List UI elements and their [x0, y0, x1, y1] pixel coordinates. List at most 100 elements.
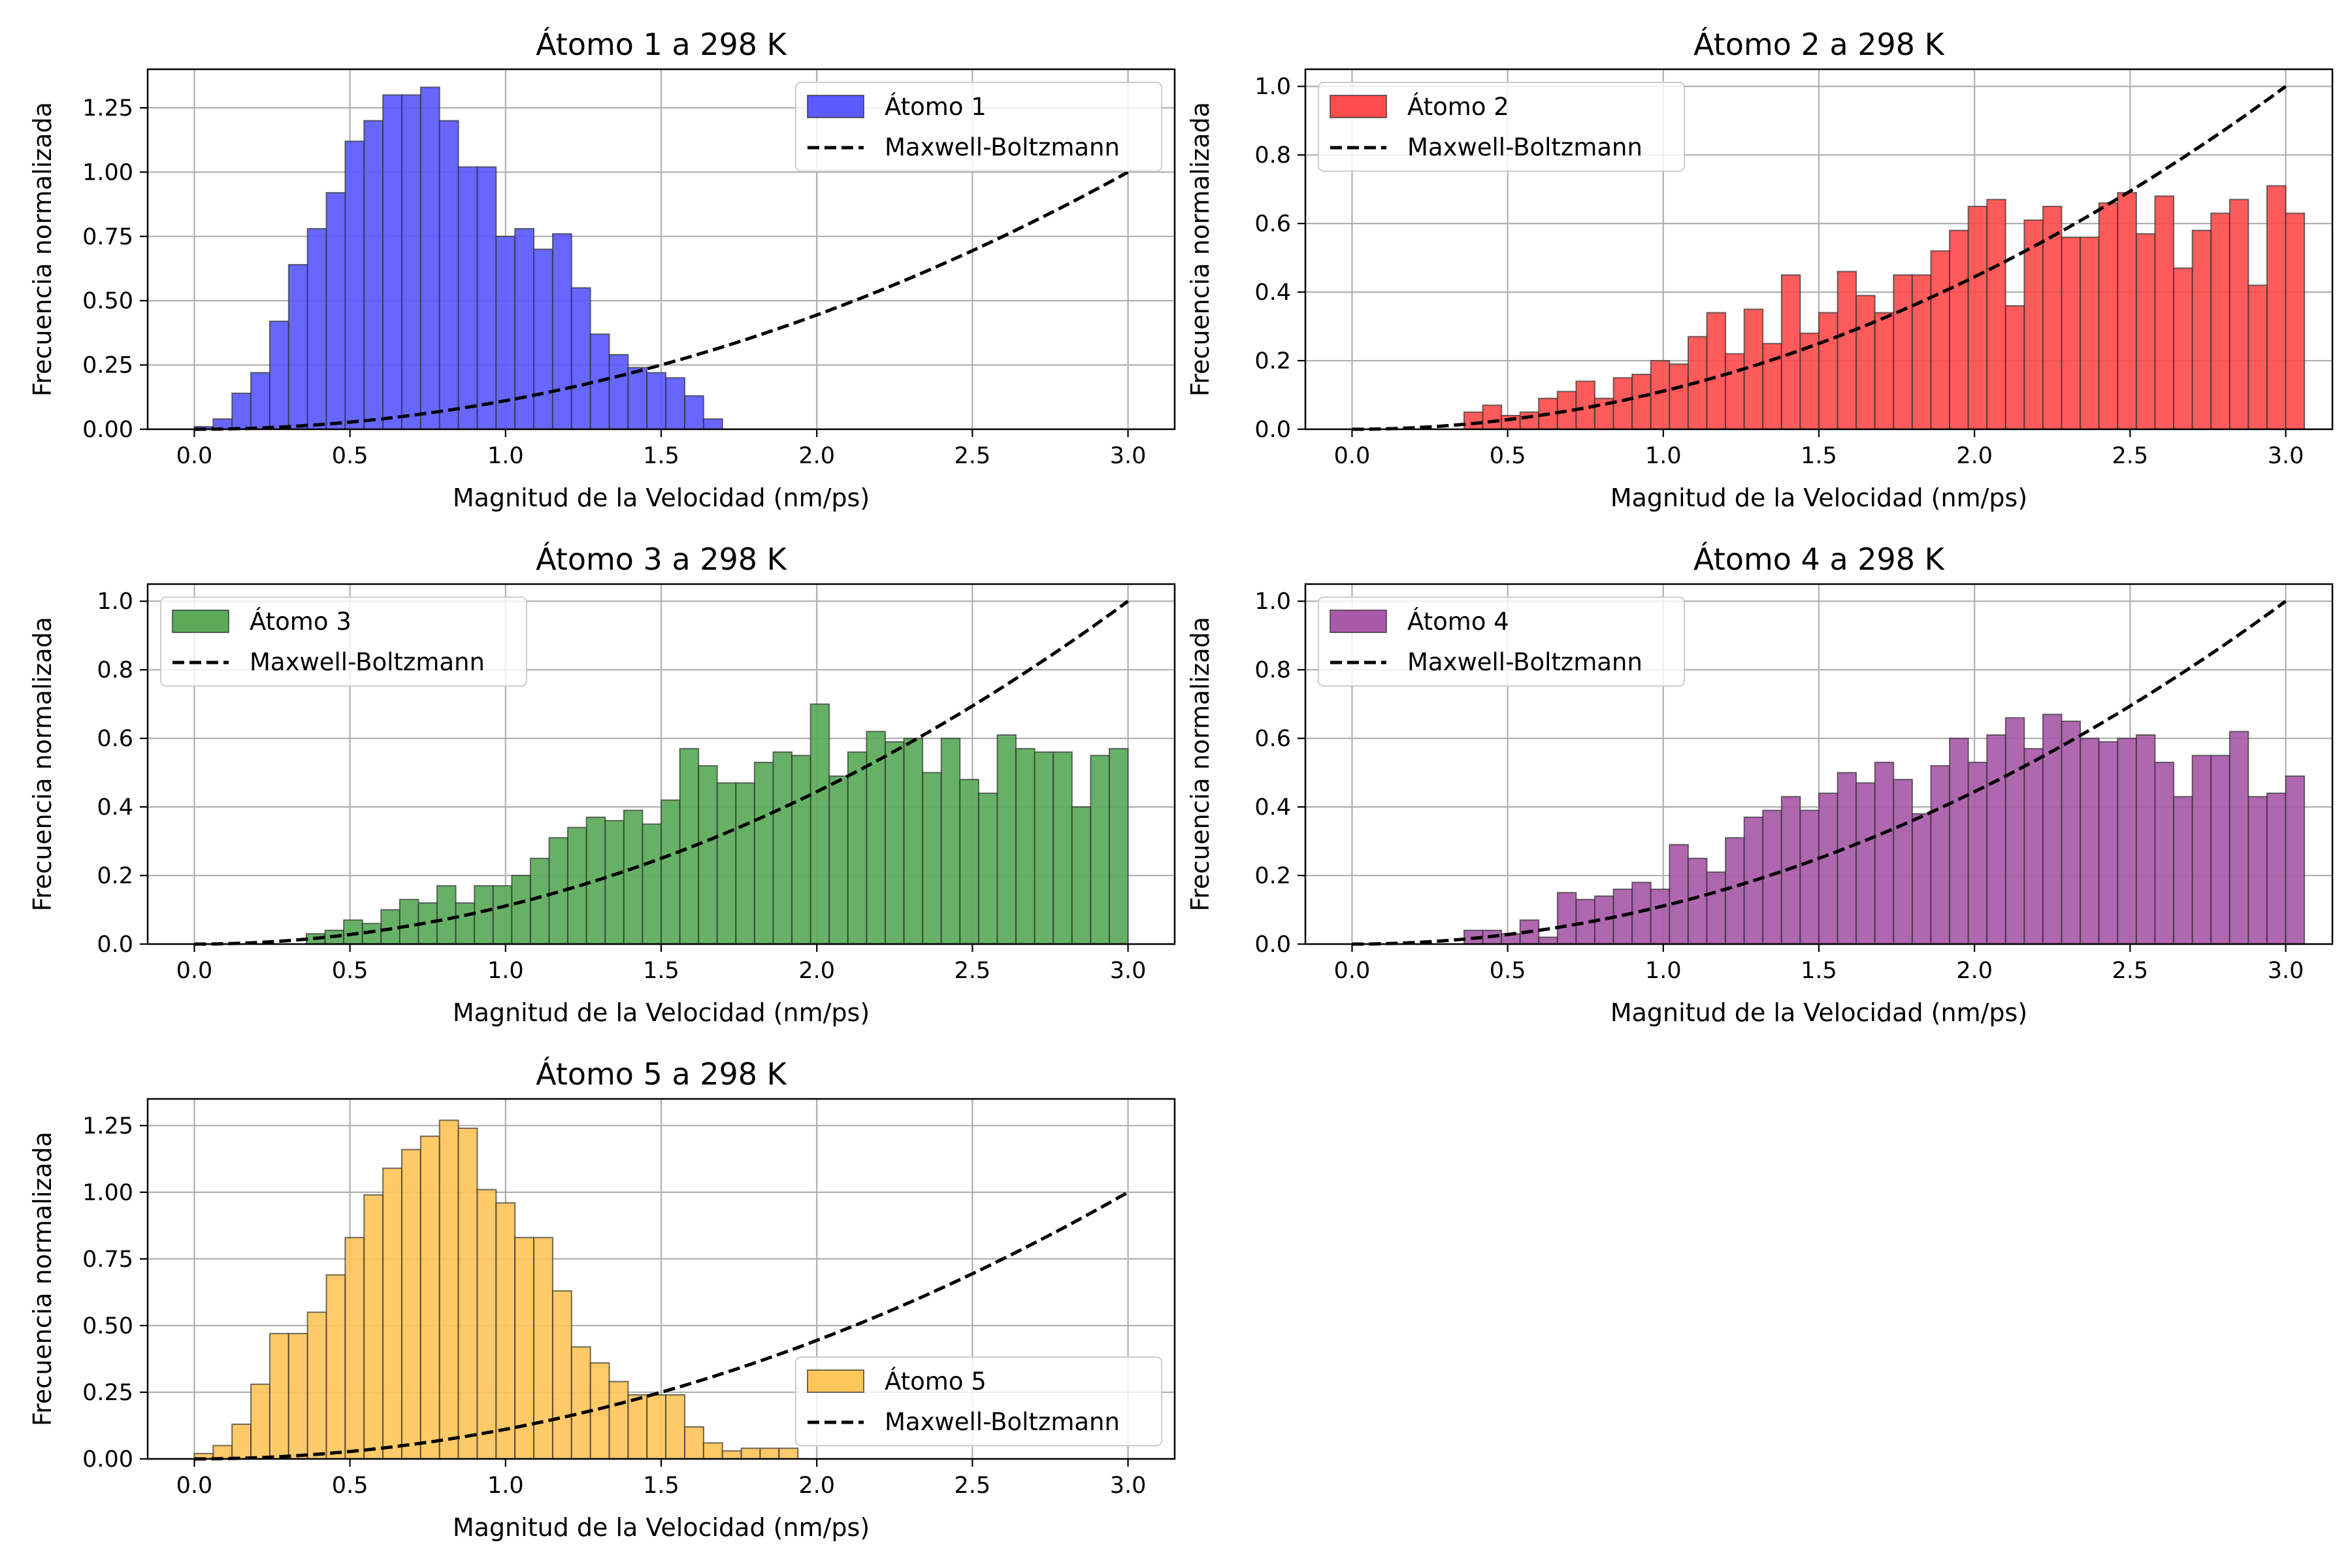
histogram-bar — [922, 772, 942, 945]
histogram-bar — [1687, 857, 1708, 945]
histogram-bar — [325, 191, 346, 430]
y-axis-label: Frecuencia normalizada — [28, 617, 57, 911]
histogram-bar — [623, 809, 644, 945]
histogram-bar — [702, 1442, 723, 1460]
histogram-bar — [646, 372, 667, 431]
y-tick-label: 0.8 — [1254, 142, 1291, 169]
chart-panel-2: 0.0 0.5 1.0 1.5 2.0 2.5 3.0 0.0 0.2 0.4 0.6 0.8 1.0 Á… — [1186, 27, 2334, 512]
histogram-bar — [1501, 415, 1521, 430]
histogram-bar — [2210, 755, 2230, 945]
histogram-bar — [400, 94, 421, 430]
legend-label-curve: Maxwell-Boltzmann — [885, 133, 1120, 161]
histogram-bar — [1706, 871, 1727, 945]
histogram-bar — [1930, 250, 1951, 430]
histogram-bar — [2004, 305, 2025, 431]
legend-label-histogram: Átomo 2 — [1407, 92, 1509, 121]
x-tick-label: 1.0 — [487, 443, 524, 469]
histogram-bar — [363, 1194, 384, 1460]
histogram-bar — [665, 1394, 686, 1460]
x-tick-label: 0.5 — [332, 1473, 368, 1499]
histogram-bar — [2229, 730, 2249, 945]
histogram-bar — [511, 875, 531, 945]
x-tick-label: 2.5 — [955, 958, 991, 984]
x-axis-label: Magnitud de la Velocidad (nm/ps) — [1610, 998, 2027, 1027]
histogram-bar — [1799, 809, 1820, 945]
histogram-bar — [791, 755, 811, 945]
histogram-bar — [380, 909, 400, 945]
histogram-bar — [2154, 761, 2175, 945]
y-tick-label: 1.0 — [97, 589, 133, 615]
legend-label-histogram: Átomo 3 — [250, 607, 351, 636]
histogram-bar — [778, 1447, 799, 1460]
x-tick-label: 0.5 — [1490, 958, 1526, 984]
histogram-bar — [2210, 212, 2230, 430]
histogram-bar — [455, 902, 476, 945]
legend-swatch-histogram — [172, 610, 229, 633]
maxwell-boltzmann-curve — [194, 171, 1129, 431]
y-tick-label: 0.8 — [1254, 657, 1291, 683]
y-tick-label: 0.8 — [97, 657, 133, 683]
histogram-bar — [436, 885, 457, 945]
x-axis-label: Magnitud de la Velocidad (nm/ps) — [453, 1513, 870, 1542]
y-tick-label: 0.6 — [1254, 726, 1291, 752]
histogram-bar — [382, 1168, 402, 1460]
histogram-bar — [344, 1237, 365, 1460]
histogram-bar — [533, 1237, 553, 1460]
histogram-bar — [2080, 237, 2100, 430]
x-tick-label: 0.0 — [176, 958, 213, 984]
histogram-bar — [474, 885, 494, 945]
y-tick-label: 0.0 — [1254, 417, 1291, 443]
y-tick-label: 0.2 — [1254, 348, 1291, 374]
histogram-bar — [419, 1135, 440, 1460]
histogram-bar — [1967, 761, 1988, 945]
legend-box — [160, 596, 527, 687]
legend-swatch-histogram — [1330, 610, 1387, 633]
x-tick-label: 3.0 — [2268, 958, 2304, 984]
legend: Átomo 2 Maxwell-Boltzmann — [1318, 82, 1685, 172]
y-tick-label: 1.00 — [82, 1180, 133, 1206]
histogram-bar — [735, 782, 755, 945]
histogram-bar — [642, 823, 662, 945]
x-tick-label: 1.0 — [487, 1473, 524, 1499]
histogram-bar — [1669, 843, 1689, 945]
histogram-bar — [1706, 312, 1727, 431]
histogram-bar — [772, 751, 793, 945]
histogram-bar — [1650, 360, 1671, 430]
histogram-bar — [716, 782, 737, 945]
histogram-bar — [627, 367, 648, 430]
histogram-bar — [399, 898, 419, 945]
legend-box — [1318, 82, 1685, 172]
histogram-bar — [457, 1127, 478, 1460]
histogram-bar — [529, 857, 550, 945]
legend-swatch-histogram — [807, 1369, 864, 1393]
histogram-bar — [940, 738, 961, 945]
histogram-bar — [343, 919, 363, 945]
histogram-bar — [2080, 738, 2100, 945]
maxwell-boltzmann-curve — [1352, 600, 2287, 946]
maxwell-boltzmann-curve — [1352, 85, 2287, 431]
x-tick-label: 0.0 — [176, 1473, 213, 1499]
chart-title: Átomo 2 a 298 K — [1693, 27, 1946, 62]
histogram-bar — [1855, 295, 1876, 431]
histogram-bar — [306, 228, 327, 430]
histogram-bar — [476, 166, 497, 431]
histogram-bar — [753, 761, 774, 945]
y-tick-label: 0.0 — [1254, 932, 1291, 958]
histogram-bar — [2285, 775, 2306, 945]
histogram-bar — [400, 1149, 421, 1460]
histogram-bar — [1034, 751, 1054, 945]
histogram-bar — [684, 395, 704, 430]
histogram-bar — [1893, 779, 1913, 945]
histogram-bar — [287, 264, 308, 430]
histogram-bar — [1612, 377, 1633, 430]
histogram-bar — [759, 1447, 780, 1460]
y-tick-label: 0.50 — [82, 1313, 133, 1339]
histogram-bar — [438, 1119, 459, 1460]
histogram-bar — [1780, 796, 1801, 945]
x-tick-label: 1.5 — [643, 1473, 679, 1499]
chart-title: Átomo 4 a 298 K — [1693, 542, 1946, 577]
y-axis-label: Frecuencia normalizada — [28, 1132, 57, 1426]
x-tick-label: 1.5 — [643, 443, 679, 469]
histogram-bar — [2042, 205, 2063, 430]
histogram-bar — [1818, 312, 1838, 431]
